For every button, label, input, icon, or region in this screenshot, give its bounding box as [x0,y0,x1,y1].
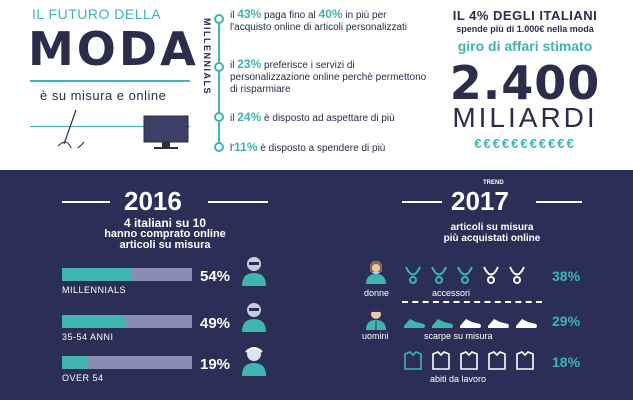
shirt-icons [404,351,534,370]
shoe-icons [404,319,537,328]
computer-monitor-icon [143,115,189,149]
donne-label: donne [364,288,390,298]
year-2017: 2017 [451,186,509,216]
category-label: abiti da lavoro [430,374,487,384]
bar-pct: 49% [200,315,231,332]
divider [30,126,190,127]
bar-millennials [62,268,192,281]
stat-4: l'11% è disposto a spendere di più [230,140,386,154]
timeline-dot [214,142,224,152]
category-pct: 29% [552,313,581,329]
category-label: scarpe su misura [424,331,493,341]
revenue-giro-label: giro di affari stimato [457,38,593,54]
person-senior-icon [242,347,266,376]
year-line [62,201,110,203]
revenue-unit: MILIARDI [452,102,598,133]
header-subtitle: IL FUTURO DELLA [32,6,162,22]
dashed-divider [402,301,542,303]
timeline-axis [218,14,220,150]
year-2016: 2016 [124,186,182,216]
category-pct: 38% [552,268,581,284]
timeline-dot [214,112,224,122]
bar-pct: 54% [200,268,231,285]
bar-fill [62,356,87,369]
bar-fill [62,268,132,281]
header-tagline: è su misura e online [40,88,167,103]
revenue-subheading: spende più di 1.000€ nella moda [456,24,594,34]
header-title: MODA [28,22,199,76]
year-line [402,201,442,203]
stat-3: il 24% è disposto ad aspettare di più [230,110,395,124]
necklace-icons [405,266,525,284]
bar-label: 35-54 ANNI [62,332,114,342]
euro-symbols: €€€€€€€€€€€ [474,136,576,151]
bar-over-54 [62,356,192,369]
desc-2017: articoli su misura più acquistati online [443,222,541,244]
tailor-needle-icon [57,109,85,148]
person-adult-icon [242,303,266,332]
uomini-label: uomini [362,331,389,341]
category-pct: 18% [552,354,581,370]
bar-fill [62,315,126,328]
top-section: IL FUTURO DELLA MODA è su misura e onlin… [0,0,633,170]
bar-label: MILLENNIALS [62,285,127,295]
trend-label: TREND [483,180,504,186]
woman-icon [366,260,386,284]
timeline-dot [214,62,224,72]
year-line [536,201,582,203]
millennials-label: MILLENNIALS [202,18,212,95]
category-label: accessori [432,288,471,298]
timeline-dot [214,14,224,24]
desc-2016: 4 italiani su 10 hanno comprato online a… [104,216,226,251]
stat-2: il 23% preferisce i servizi di personali… [230,57,427,95]
revenue-headline: IL 4% DEGLI ITALIANI [452,8,598,23]
person-young-icon [242,257,266,286]
year-line [208,201,268,203]
bar-pct: 19% [200,356,231,373]
bar-label: OVER 54 [62,373,104,383]
stat-1: il 43% paga fino al 40% in più per l'acq… [230,7,408,33]
bar-35-54 [62,315,192,328]
man-icon [366,309,386,330]
revenue-amount: 2.400 [449,56,601,110]
divider [30,80,190,82]
